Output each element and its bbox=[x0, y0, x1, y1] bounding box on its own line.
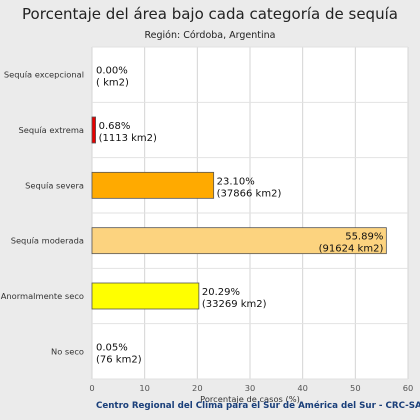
x-axis-label: Porcentaje de casos (%) bbox=[200, 394, 300, 404]
footer-credit: Centro Regional del Clima para el Sur de… bbox=[96, 400, 420, 411]
category-label: Sequía excepcional bbox=[4, 70, 84, 80]
bar bbox=[91, 282, 200, 310]
value-label-pct: 0.00% bbox=[96, 66, 128, 77]
value-label-pct: 23.10% bbox=[217, 176, 255, 187]
value-label-area: (91624 km2) bbox=[319, 244, 384, 255]
bar bbox=[91, 116, 96, 144]
value-label-pct: 0.68% bbox=[99, 121, 131, 132]
value-label-pct: 0.05% bbox=[96, 342, 128, 353]
category-label: Sequía extrema bbox=[18, 125, 84, 135]
value-label-area: ( km2) bbox=[96, 78, 129, 89]
x-tick-label: 30 bbox=[245, 383, 256, 393]
value-label-area: (76 km2) bbox=[96, 354, 142, 365]
category-label: No seco bbox=[51, 346, 84, 356]
category-label: Sequía moderada bbox=[11, 236, 84, 246]
bars: 0.00%( km2) 0.68%(1113 km2) 23.10%(37866 k… bbox=[91, 66, 387, 365]
x-tick-label: 60 bbox=[403, 383, 414, 393]
bar bbox=[91, 171, 215, 199]
x-tick-label: 10 bbox=[139, 383, 150, 393]
x-tick-label: 40 bbox=[297, 383, 308, 393]
x-tick-label: 0 bbox=[89, 383, 94, 393]
chart-subtitle: Región: Córdoba, Argentina bbox=[144, 30, 275, 41]
chart-title: Porcentaje del área bajo cada categoría … bbox=[22, 5, 398, 23]
category-label: Sequía severa bbox=[25, 180, 84, 190]
value-label-area: (33269 km2) bbox=[202, 299, 267, 310]
bar bbox=[91, 227, 387, 255]
value-label-area: (37866 km2) bbox=[217, 188, 282, 199]
category-labels: Sequía excepcional Sequía extrema Sequía s… bbox=[1, 70, 84, 357]
value-label-area: (1113 km2) bbox=[99, 133, 157, 144]
x-tick-label: 20 bbox=[192, 383, 203, 393]
gridlines bbox=[91, 46, 409, 380]
value-label-pct: 55.89% bbox=[345, 232, 383, 243]
category-label: Anormalmente seco bbox=[1, 291, 84, 301]
x-tick-label: 50 bbox=[350, 383, 361, 393]
value-label-pct: 20.29% bbox=[202, 287, 240, 298]
x-tick-labels: 0 10 20 30 40 50 60 bbox=[89, 383, 413, 393]
